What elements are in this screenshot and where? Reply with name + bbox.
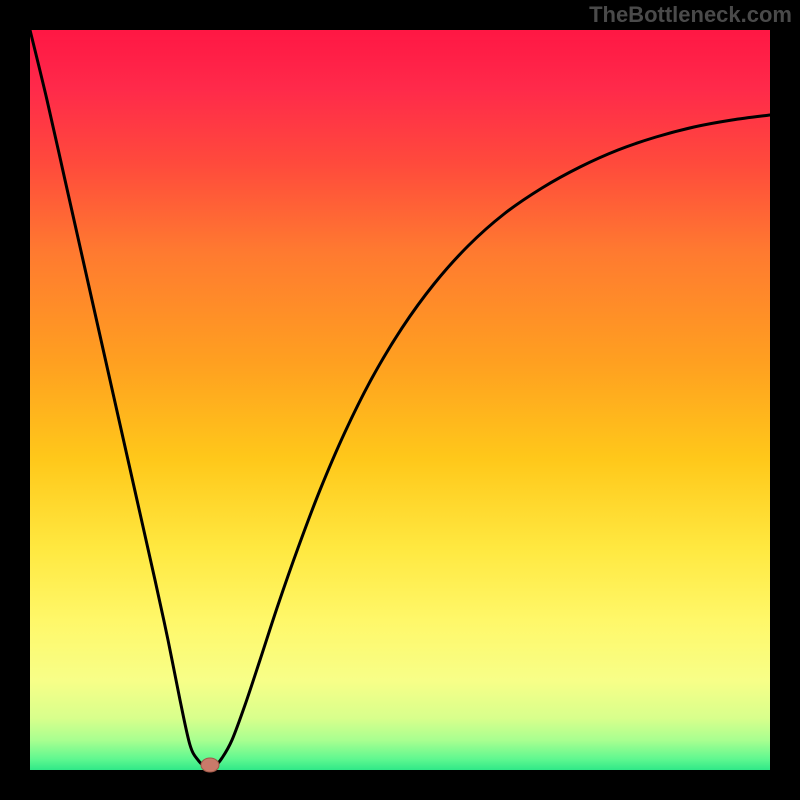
chart-svg (0, 0, 800, 800)
curve-marker (201, 758, 219, 772)
chart-container: TheBottleneck.com (0, 0, 800, 800)
plot-area (30, 30, 770, 770)
